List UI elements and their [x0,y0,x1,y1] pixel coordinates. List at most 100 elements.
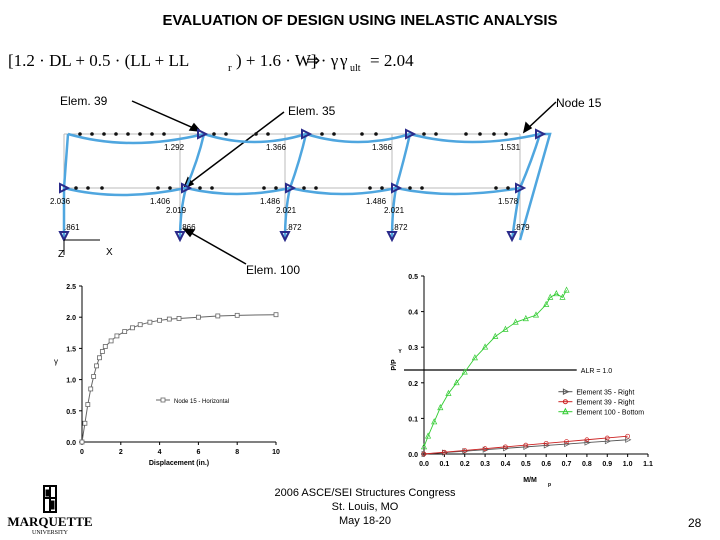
data-point [122,329,128,334]
hinge-markers [58,128,547,243]
value-label: 2.021 [276,206,297,215]
slide-title: EVALUATION OF DESIGN USING INELASTIC ANA… [162,12,558,29]
data-point [82,420,88,426]
data-point [543,442,550,449]
data-point [425,432,432,439]
data-point [157,317,162,323]
value-label: 1.578 [498,197,519,206]
value-label: 1.486 [260,197,281,206]
callout-line-elem100 [185,229,247,265]
data-point [442,449,447,455]
callout-line-elem39 [131,100,199,131]
formula-gamma-sub: ult [350,63,361,74]
data-point [523,442,529,448]
value-label: 2.036 [50,197,71,206]
marquette-logo: MARQUETTE UNIVERSITY [7,485,93,536]
data-point [108,338,114,344]
y-tick-label: 0.1 [408,416,418,423]
page-number: 28 [688,516,702,530]
data-point [512,318,519,325]
series-line [81,314,277,443]
legend-label: Element 39 - Right [576,400,634,407]
data-point [462,448,468,453]
callout-line-node15 [525,101,557,131]
x-tick-label: 6 [196,449,200,456]
left-chart: 0.0 0.5 1.0 1.5 2.0 2.5 0 2 4 6 8 10 Displacement (i… [54,284,280,467]
data-point [94,363,99,369]
value-label: 1.366 [372,143,393,152]
data-point [85,402,91,407]
value-label: .879 [514,223,530,232]
x-tick-label: 0.9 [602,461,612,468]
logo-emblem [43,485,57,513]
value-label: 1.366 [266,143,287,152]
data-point [471,354,478,361]
alr-label: ALR = 1.0 [581,368,612,375]
x-tick-label: 0.7 [562,461,572,468]
callout-elem39: Elem. 39 [60,94,108,108]
y-tick-label: 1.0 [66,378,76,385]
y-tick-label: 2.0 [66,315,76,322]
data-point [130,325,135,331]
data-point [503,444,508,450]
value-label: 1.486 [366,197,387,206]
x-tick-label: 0.0 [419,461,429,468]
value-label: .861 [64,223,80,232]
arrow-head [182,228,196,238]
data-point [102,344,108,349]
data-point [114,333,120,339]
footer-line2: St. Louis, MO [331,501,399,513]
value-label: 2.021 [384,206,405,215]
x-tick-label: 0.2 [460,461,470,468]
data-point [176,316,182,321]
data-point [99,349,105,354]
data-point [482,446,488,452]
legend-label: Element 35 - Right [576,390,634,397]
footer-line1: 2006 ASCE/SEI Structures Congress [274,487,456,499]
x-tick-label: 0.6 [541,461,551,468]
axes-glyph: Z X [58,239,113,260]
series-line [423,290,567,448]
legend-marker [562,388,570,396]
x-tick-label: 0.1 [439,461,449,468]
y-tick-label: 2.5 [66,284,76,291]
value-label: 1.292 [164,143,185,152]
data-point [445,389,452,396]
value-label: .872 [286,223,302,232]
formula-arrow: ⇒ [306,51,320,70]
data-point [625,433,630,439]
data-point [547,293,554,300]
data-point [625,436,632,443]
plastic-hinge-dots [74,132,510,190]
arrow-head [522,121,533,134]
data-point [420,443,428,450]
y-tick-label: 0.5 [66,409,76,416]
data-point [543,440,549,446]
formula-lhs: [1.2 · DL + 0.5 · (LL + LL [8,51,189,70]
y-tick-label: 0.0 [408,452,418,459]
data-point [492,332,499,339]
data-point [584,439,591,446]
x-tick-label: 1.0 [623,461,633,468]
formula-lhs-sub: r [228,62,232,74]
deformed-frame [62,132,552,241]
callout-elem35: Elem. 35 [288,104,336,118]
data-point [532,311,540,318]
data-point [88,386,94,392]
data-point [522,314,529,322]
data-point [482,343,489,350]
callout-elem100: Elem. 100 [246,263,301,277]
formula-gamma: γ [339,51,348,70]
x-tick-label: 0 [80,449,84,456]
data-point [453,379,460,386]
y-tick-label: 0.4 [408,310,418,317]
data-point [147,319,153,325]
frame-diagram: 1.292 1.366 1.366 1.531 2.036 1.406 2.01… [50,100,557,265]
value-label: 1.406 [150,197,171,206]
x-tick-label: 0.8 [582,461,592,468]
right-chart: 0.0 0.1 0.2 0.3 0.4 0.5 0.0 0.1 0.2 0.3 0.4 0.5 0.6 0… [391,274,653,488]
y-axis-label: P/P [391,359,398,371]
y-axis-label: γ [54,357,58,366]
data-point [523,443,530,450]
data-point [437,403,444,411]
